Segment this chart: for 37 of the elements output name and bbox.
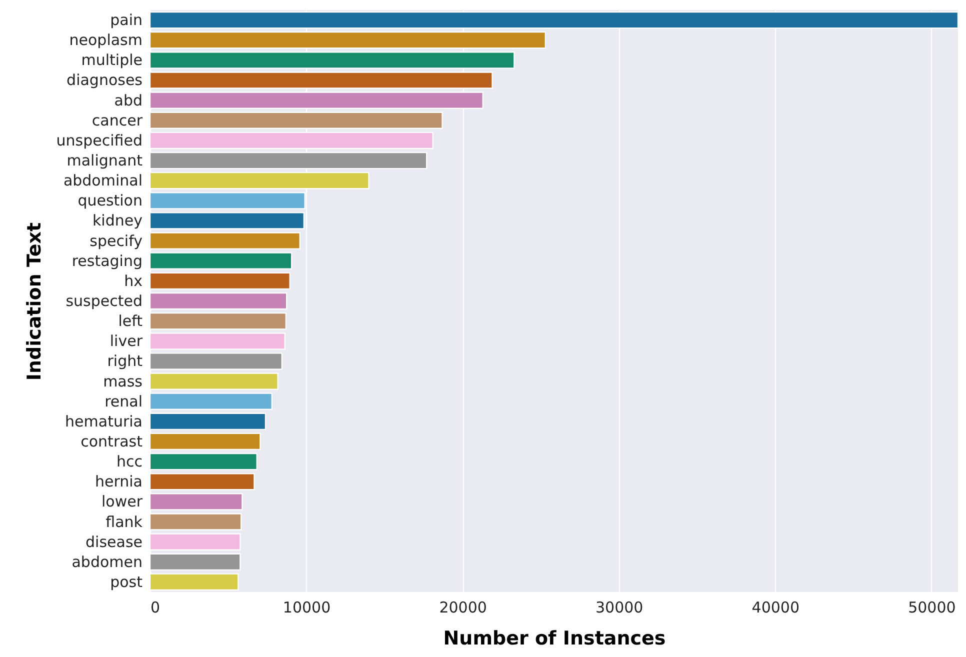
y-tick-label: unspecified: [56, 131, 142, 150]
y-tick-label: hcc: [116, 452, 142, 471]
y-tick-label: abd: [114, 91, 142, 110]
y-tick-label: malignant: [66, 152, 143, 170]
y-tick-label: left: [118, 312, 143, 330]
y-tick-label: abdominal: [63, 172, 142, 190]
y-tick-label: neoplasm: [69, 31, 142, 50]
y-tick-label: hx: [124, 272, 143, 290]
y-tick-label: disease: [86, 532, 142, 551]
x-axis-title: Number of Instances: [443, 628, 666, 650]
y-tick-label: question: [78, 192, 142, 210]
y-tick-label: specify: [90, 232, 143, 250]
y-tick-label: multiple: [81, 51, 142, 70]
y-tick-label: hematuria: [65, 412, 142, 430]
y-tick-label: renal: [104, 392, 142, 410]
y-tick-label: kidney: [92, 212, 143, 230]
y-tick-label: abdomen: [72, 552, 142, 571]
x-tick-label: 40000: [752, 598, 800, 616]
y-axis-title: Indication Text: [23, 222, 46, 381]
x-tick-label: 0: [150, 598, 160, 616]
y-tick-label: cancer: [92, 111, 144, 130]
y-tick-label: pain: [110, 11, 142, 30]
y-tick-label: restaging: [72, 252, 142, 270]
y-tick-label: suspected: [66, 292, 142, 310]
x-tick-label: 20000: [439, 598, 487, 616]
y-tick-label: lower: [101, 492, 144, 511]
y-tick-label: contrast: [80, 432, 143, 450]
y-tick-label: liver: [110, 332, 144, 350]
y-tick-label: flank: [106, 512, 143, 531]
y-tick-label: diagnoses: [66, 71, 143, 90]
x-tick-label: 30000: [596, 598, 644, 616]
y-tick-label: hernia: [94, 472, 142, 491]
y-tick-label: mass: [103, 372, 143, 390]
x-tick-label: 10000: [282, 598, 331, 616]
y-tick-label: right: [107, 352, 143, 370]
x-tick-label: 50000: [908, 598, 956, 616]
y-tick-label: post: [110, 572, 143, 591]
